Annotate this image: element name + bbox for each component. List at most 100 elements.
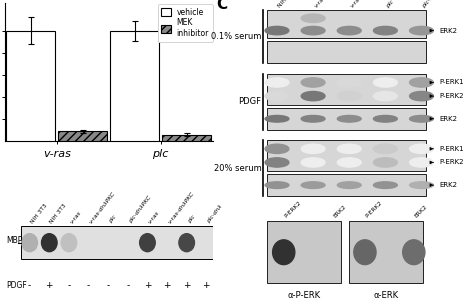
Ellipse shape — [374, 144, 397, 154]
Ellipse shape — [374, 26, 397, 35]
Text: PDGF: PDGF — [6, 281, 27, 290]
Ellipse shape — [410, 116, 433, 122]
Text: -: - — [87, 281, 90, 290]
Ellipse shape — [265, 158, 289, 167]
Text: -: - — [67, 281, 71, 290]
Bar — [267, 10, 426, 38]
Text: plc: plc — [187, 214, 196, 224]
Text: plc-dnλ: plc-dnλ — [206, 204, 224, 224]
Ellipse shape — [410, 26, 433, 35]
Text: plc: plc — [385, 0, 395, 9]
Ellipse shape — [301, 144, 325, 154]
Bar — [349, 221, 423, 283]
Text: v-ras: v-ras — [147, 210, 160, 224]
Text: v-ras-dnλPKC: v-ras-dnλPKC — [167, 190, 195, 224]
Text: +: + — [164, 281, 171, 290]
Text: P-ERK1: P-ERK1 — [439, 146, 464, 152]
Text: α-ERK: α-ERK — [373, 291, 398, 299]
Ellipse shape — [337, 144, 361, 154]
Bar — [267, 140, 426, 171]
Text: v-ras: v-ras — [313, 0, 327, 9]
Ellipse shape — [337, 78, 361, 87]
Ellipse shape — [301, 26, 325, 35]
Text: -: - — [126, 281, 129, 290]
Bar — [267, 41, 426, 64]
Text: v-ras: v-ras — [69, 210, 82, 224]
Text: NIH 3T3: NIH 3T3 — [277, 0, 297, 9]
Ellipse shape — [410, 158, 433, 167]
Text: P-ERK2: P-ERK2 — [439, 93, 464, 99]
Text: ERK2: ERK2 — [439, 28, 457, 33]
Ellipse shape — [403, 240, 425, 264]
Ellipse shape — [265, 26, 289, 35]
Ellipse shape — [273, 240, 295, 264]
Text: P-ERK2: P-ERK2 — [284, 199, 302, 218]
Text: plc: plc — [108, 214, 118, 224]
Text: +: + — [202, 281, 210, 290]
Ellipse shape — [374, 158, 397, 167]
Ellipse shape — [410, 144, 433, 154]
Text: MBP: MBP — [6, 236, 22, 245]
Ellipse shape — [301, 14, 325, 22]
Ellipse shape — [301, 116, 325, 122]
Text: v-ras-dnλPKC: v-ras-dnλPKC — [349, 0, 380, 9]
Ellipse shape — [374, 92, 397, 101]
Text: +: + — [46, 281, 53, 290]
Text: 0.1% serum: 0.1% serum — [211, 33, 262, 41]
Bar — [58, 132, 107, 141]
Ellipse shape — [337, 92, 361, 101]
Text: ERK2: ERK2 — [439, 116, 457, 122]
Ellipse shape — [374, 182, 397, 188]
Ellipse shape — [410, 92, 433, 101]
Text: P-ERK1: P-ERK1 — [439, 79, 464, 85]
Ellipse shape — [410, 182, 433, 188]
Ellipse shape — [140, 234, 155, 252]
Text: +: + — [144, 281, 151, 290]
Ellipse shape — [22, 234, 37, 252]
Bar — [7, 31, 55, 141]
Text: NIH 3T3: NIH 3T3 — [49, 202, 68, 224]
Text: NIH 3T3: NIH 3T3 — [30, 202, 48, 224]
Ellipse shape — [265, 78, 289, 87]
Text: v-ras-dnλPKC: v-ras-dnλPKC — [89, 190, 117, 224]
Ellipse shape — [337, 116, 361, 122]
Bar — [267, 74, 426, 105]
Ellipse shape — [301, 92, 325, 101]
Ellipse shape — [410, 78, 433, 87]
Bar — [267, 221, 341, 283]
Bar — [21, 226, 212, 259]
Ellipse shape — [61, 234, 77, 252]
Ellipse shape — [265, 92, 289, 101]
Ellipse shape — [337, 182, 361, 188]
Text: -: - — [107, 281, 110, 290]
Text: +: + — [183, 281, 191, 290]
Bar — [162, 135, 211, 141]
Ellipse shape — [301, 158, 325, 167]
Text: α-P-ERK: α-P-ERK — [288, 291, 321, 299]
Ellipse shape — [337, 26, 361, 35]
Ellipse shape — [374, 78, 397, 87]
Bar — [110, 31, 159, 141]
Ellipse shape — [42, 234, 57, 252]
Text: 20% serum: 20% serum — [214, 164, 262, 173]
Text: plc-dnλPKC: plc-dnλPKC — [128, 195, 152, 224]
Text: plc-dnλPKC: plc-dnλPKC — [421, 0, 447, 9]
Legend: vehicle, MEK
inhibitor: vehicle, MEK inhibitor — [157, 4, 213, 42]
Text: ERK2: ERK2 — [439, 182, 457, 188]
Ellipse shape — [374, 116, 397, 122]
Bar — [267, 174, 426, 196]
Ellipse shape — [301, 182, 325, 188]
Text: C: C — [216, 0, 227, 12]
Ellipse shape — [265, 144, 289, 154]
Text: P-ERK2: P-ERK2 — [365, 199, 383, 218]
Text: PDGF: PDGF — [238, 97, 262, 106]
Ellipse shape — [265, 182, 289, 188]
Text: -: - — [28, 281, 31, 290]
Ellipse shape — [301, 78, 325, 87]
Ellipse shape — [337, 158, 361, 167]
Text: P-ERK2: P-ERK2 — [439, 160, 464, 165]
Text: ERK2: ERK2 — [414, 204, 428, 218]
Ellipse shape — [354, 240, 376, 264]
Bar — [267, 108, 426, 130]
Text: ERK2: ERK2 — [333, 204, 347, 218]
